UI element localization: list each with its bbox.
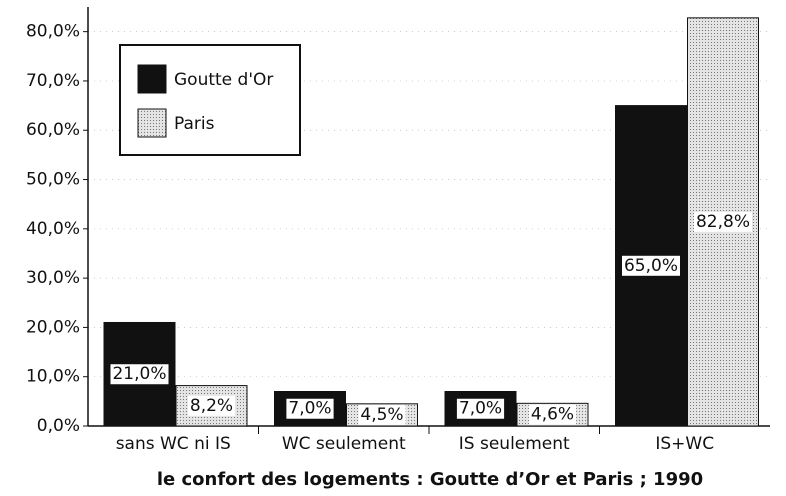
value-label: 7,0%: [288, 399, 331, 419]
value-label-box: [621, 255, 681, 276]
y-tick-label: 60,0%: [26, 120, 80, 140]
chart-title: le confort des logements : Goutte d’Or e…: [157, 469, 703, 490]
legend-box: [119, 44, 301, 156]
value-label: 82,8%: [696, 212, 750, 232]
value-label-box: [358, 404, 406, 425]
x-tick-label: WC seulement: [282, 434, 406, 454]
y-tick-label: 10,0%: [26, 367, 80, 387]
value-label: 7,0%: [459, 399, 502, 419]
y-tick-label: 50,0%: [26, 170, 80, 190]
value-label-box: [528, 404, 577, 425]
value-label-box: [110, 364, 169, 385]
y-tick-label: 20,0%: [26, 317, 80, 337]
value-label-box: [286, 398, 334, 419]
legend-label: Goutte d'Or: [174, 70, 273, 90]
y-tick-label: 30,0%: [26, 268, 80, 288]
x-tick-label: IS+WC: [655, 434, 714, 454]
value-label: 65,0%: [624, 256, 678, 276]
x-tick-label: sans WC ni IS: [116, 434, 231, 454]
x-tick-label: IS seulement: [459, 434, 570, 454]
y-tick-label: 80,0%: [26, 22, 80, 42]
value-label: 4,6%: [531, 405, 574, 425]
legend-label: Paris: [174, 114, 215, 134]
value-label: 4,5%: [360, 405, 403, 425]
legend-swatch: [137, 64, 167, 94]
legend-swatch: [137, 108, 167, 138]
value-label: 8,2%: [190, 396, 233, 416]
value-label: 21,0%: [112, 364, 166, 384]
value-label-box: [456, 398, 505, 419]
y-tick-label: 0,0%: [37, 416, 80, 436]
y-tick-label: 40,0%: [26, 219, 80, 239]
value-label-box: [187, 395, 236, 416]
value-label-box: [693, 211, 753, 232]
y-tick-label: 70,0%: [26, 71, 80, 91]
